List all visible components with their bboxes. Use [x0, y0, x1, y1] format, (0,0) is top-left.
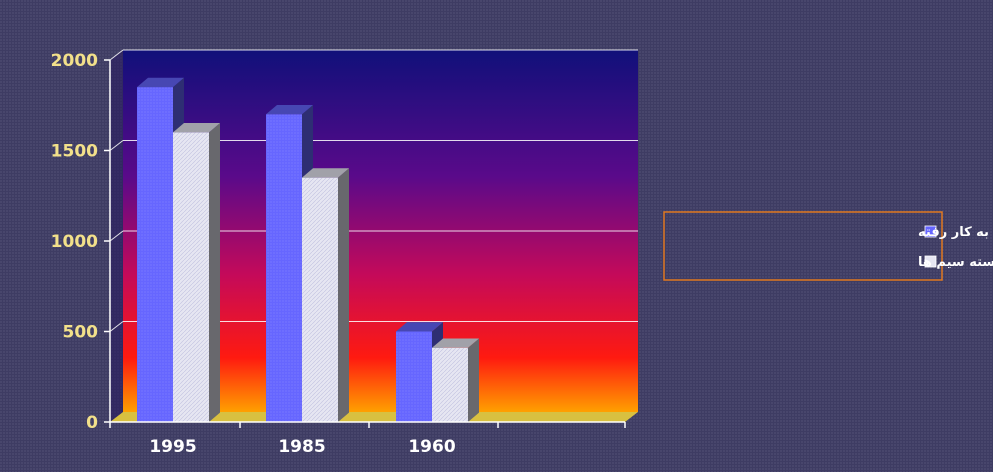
bar-texture: [432, 347, 468, 422]
bar-1960-series-1: [396, 322, 443, 422]
y-tick-label: 1500: [51, 142, 98, 162]
legend-label-series-2: تعداد اتصالات در دسته سیم ها: [918, 255, 993, 270]
bar-1995-series-2: [173, 123, 220, 423]
legend-swatch-series-2: [924, 255, 937, 268]
bar-side: [338, 168, 349, 422]
bar-top: [302, 168, 349, 178]
bar-top: [396, 322, 443, 332]
legend-label-series-1: طول سیم های به کار رفته: [918, 225, 993, 240]
gridline-side: [109, 49, 124, 61]
x-tick-label: 1985: [278, 437, 325, 457]
bar-top: [266, 104, 313, 115]
legend-swatch-series-1: [924, 225, 937, 238]
y-tick-label: 1000: [51, 232, 98, 252]
bar-top: [432, 338, 479, 348]
gridline-side: [109, 140, 124, 151]
gridline-side: [109, 321, 124, 332]
bar-top: [173, 123, 220, 133]
bar-top: [137, 77, 184, 88]
bar-side: [209, 123, 220, 423]
y-tick-label: 500: [63, 323, 99, 343]
bar-1960-series-2: [432, 338, 479, 422]
bar-texture: [396, 331, 432, 422]
x-tick-label: 1960: [408, 437, 455, 457]
bar-texture: [137, 87, 173, 423]
x-tick-label: 1995: [149, 437, 196, 457]
y-tick-label: 0: [86, 413, 98, 433]
bar-texture: [302, 177, 338, 422]
legend-box: [663, 211, 943, 281]
bar-side: [468, 338, 479, 422]
legend: طول سیم های به کار رفته تعداد اتصالات در…: [663, 211, 993, 281]
gridline-side: [109, 230, 124, 242]
bar-texture: [266, 114, 302, 423]
bar-texture: [173, 132, 209, 422]
y-tick-label: 2000: [51, 51, 98, 71]
bar-1985-series-2: [302, 168, 349, 422]
plot-floor: [110, 412, 638, 422]
